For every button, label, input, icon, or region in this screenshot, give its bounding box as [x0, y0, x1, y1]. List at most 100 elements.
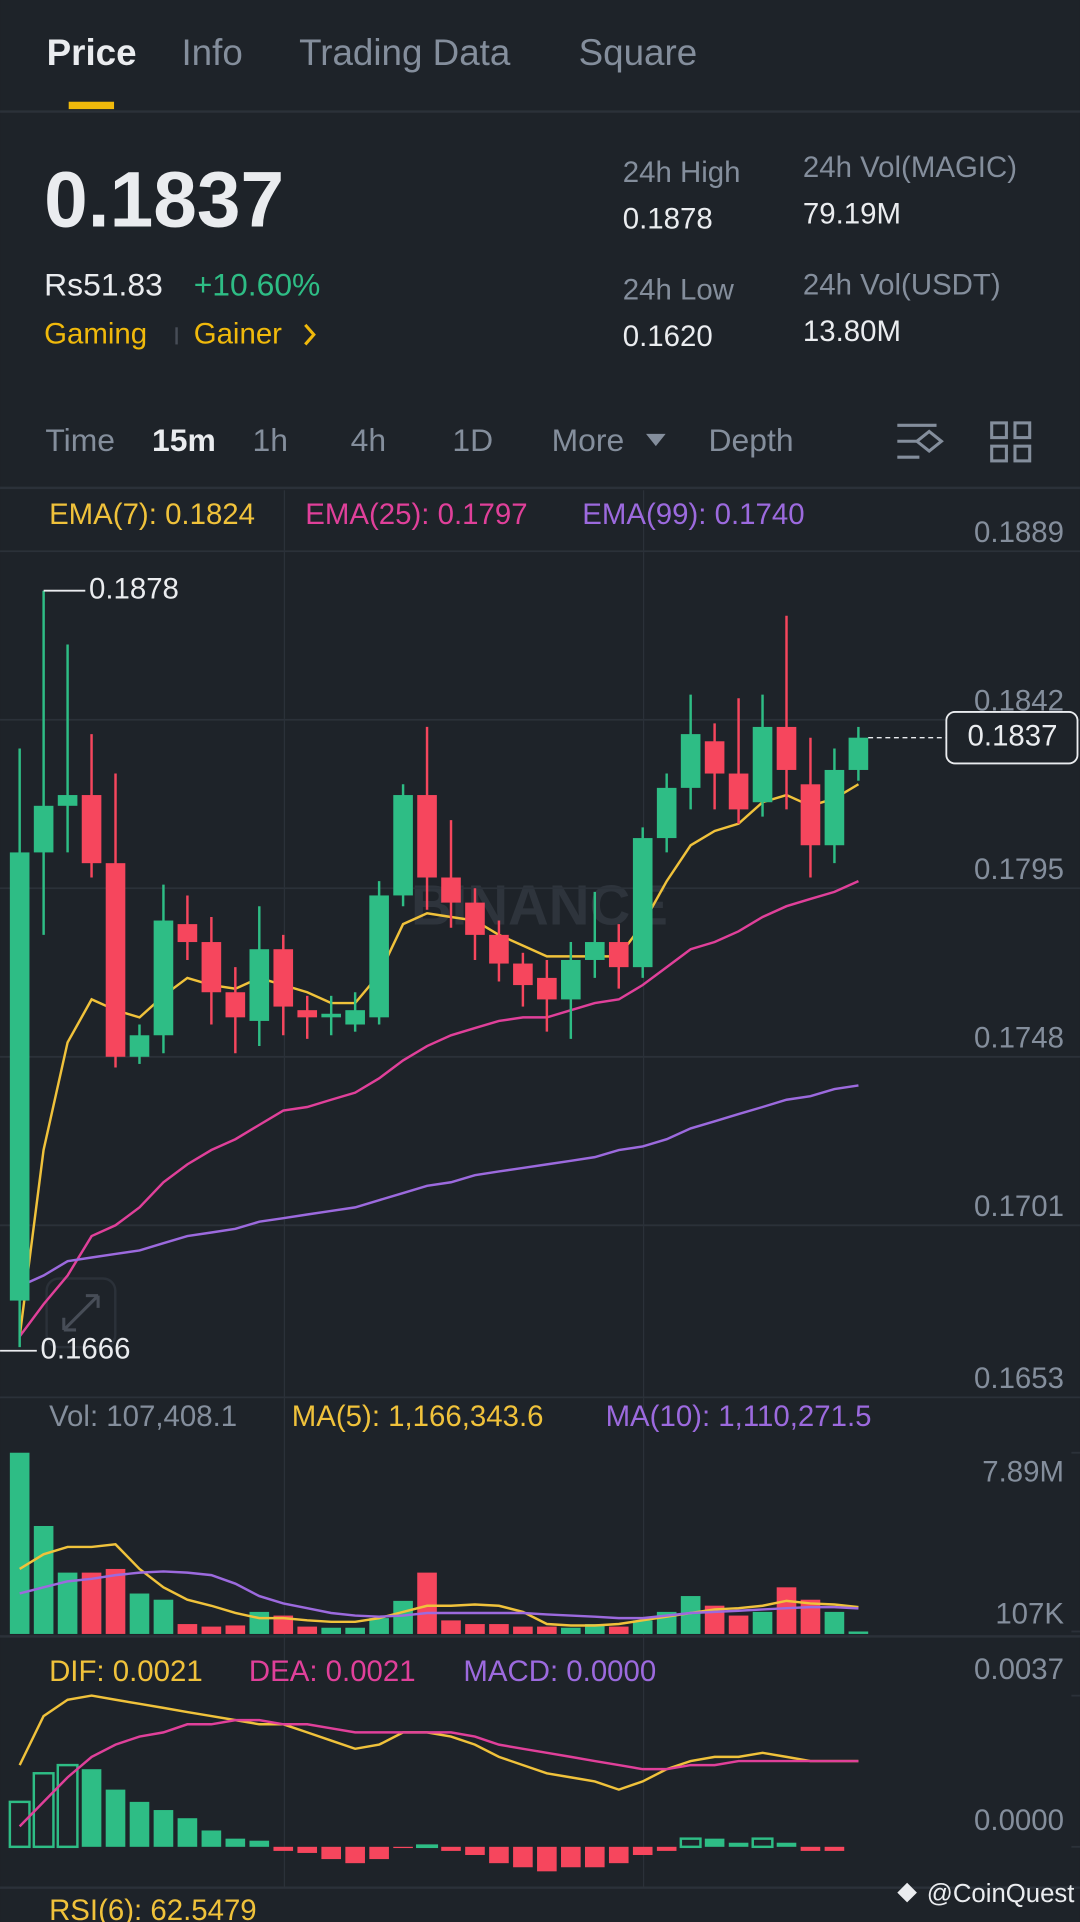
price-change: +10.60%: [194, 266, 321, 302]
volume-bar: [561, 1627, 581, 1634]
icon-square: [1013, 444, 1032, 463]
macd-bar: [153, 1810, 174, 1847]
indicator-label: EMA(99): 0.1740: [582, 498, 804, 531]
macd-bar: [608, 1846, 629, 1864]
macd-bar: [632, 1846, 653, 1855]
macd-bar: [273, 1846, 294, 1851]
tab[interactable]: Info: [181, 32, 242, 73]
macd-bar: [537, 1846, 557, 1872]
chevron-icon: [304, 323, 316, 346]
candle-body: [129, 1035, 150, 1057]
candle-body: [393, 795, 413, 896]
more-button[interactable]: More: [552, 422, 625, 458]
macd-bar: [56, 1763, 79, 1849]
volume-bar: [393, 1600, 413, 1634]
volume-bar: [225, 1625, 246, 1634]
macd-bar: [321, 1846, 341, 1860]
macd-bar: [297, 1846, 318, 1853]
stat-value: 0.1620: [623, 320, 713, 353]
macd-bar: [393, 1846, 413, 1849]
volume-bar: [752, 1611, 773, 1634]
volume-bar: [537, 1626, 557, 1634]
y-tick-label: 107K: [995, 1597, 1064, 1630]
candle-body: [417, 795, 437, 878]
candle-body: [752, 726, 773, 803]
candle-body: [33, 805, 54, 853]
candle-body: [105, 863, 126, 1057]
volume-bar: [369, 1618, 389, 1634]
volume-bar: [201, 1626, 222, 1634]
candle-body: [632, 838, 653, 968]
volume-bar: [297, 1626, 318, 1634]
volume-bar: [728, 1615, 749, 1634]
macd-bar: [81, 1769, 102, 1847]
candle-body: [57, 795, 78, 806]
source-watermark: @CoinQuest: [927, 1880, 1075, 1908]
volume-bar: [105, 1568, 126, 1634]
candle-body: [776, 726, 797, 770]
tab[interactable]: Square: [579, 32, 698, 73]
volume-bar: [321, 1627, 341, 1634]
candle-body: [9, 852, 30, 1301]
candle-body: [177, 924, 198, 943]
depth-button[interactable]: Depth: [709, 422, 794, 458]
icon-square: [990, 444, 1008, 463]
y-tick-label: 0.0000: [974, 1804, 1064, 1837]
last-price-value: 0.1837: [968, 719, 1058, 752]
macd-bar: [416, 1844, 439, 1849]
volume-bar: [81, 1572, 102, 1634]
macd-bar: [751, 1837, 774, 1849]
macd-bar: [656, 1846, 677, 1851]
volume-bar: [513, 1626, 533, 1634]
macd-line: [18, 1718, 859, 1828]
volume-bar: [129, 1593, 150, 1634]
expand-button[interactable]: [45, 1277, 117, 1349]
volume-bar: [249, 1611, 270, 1634]
charts: 0.18890.18420.17950.17480.17010.16530.18…: [0, 498, 1080, 1872]
macd-line: [18, 1694, 859, 1791]
macd-bar: [465, 1846, 485, 1855]
macd-bar: [129, 1801, 150, 1847]
macd-bar: [704, 1838, 725, 1847]
macd-bar: [8, 1800, 31, 1849]
interval-label: Time: [45, 422, 115, 458]
interval[interactable]: 1h: [253, 422, 288, 458]
stat-label: 24h Low: [623, 273, 735, 306]
stat-label: 24h High: [623, 156, 741, 189]
interval[interactable]: 1D: [452, 422, 493, 458]
candle-body: [800, 784, 821, 846]
candle-body: [489, 934, 509, 964]
rsi-label: RSI(6): 62.5479: [49, 1894, 257, 1922]
tag[interactable]: Gaming: [44, 318, 147, 351]
low-label: 0.1666: [41, 1333, 131, 1366]
volume-bar: [345, 1627, 365, 1634]
indicator-label: DEA: 0.0021: [249, 1655, 416, 1688]
settings-icon[interactable]: [897, 423, 944, 459]
y-tick-label: 0.1701: [974, 1190, 1064, 1223]
y-tick-label: 0.1653: [974, 1362, 1064, 1395]
y-tick-label: 0.0037: [974, 1653, 1064, 1686]
interval[interactable]: 4h: [351, 422, 386, 458]
indicator-label: MA(5): 1,166,343.6: [292, 1400, 544, 1433]
tag[interactable]: Gainer: [194, 318, 282, 351]
volume-bar: [177, 1624, 198, 1634]
candle-body: [537, 977, 557, 1000]
macd-bar: [728, 1842, 749, 1847]
macd-bar: [177, 1818, 198, 1847]
interval[interactable]: 15m: [152, 422, 216, 458]
macd-bar: [679, 1837, 702, 1849]
tab[interactable]: Price: [47, 32, 137, 73]
volume-bar: [489, 1624, 509, 1634]
candle-body: [321, 1013, 341, 1018]
stat-value: 0.1878: [623, 202, 713, 235]
layout-icon[interactable]: [990, 421, 1032, 463]
macd-bar: [32, 1772, 55, 1849]
macd-bar: [105, 1789, 126, 1847]
candle-body: [225, 992, 246, 1018]
ema-line: [19, 1084, 859, 1288]
tab[interactable]: Trading Data: [299, 32, 511, 73]
volume-bar: [57, 1572, 78, 1634]
volume-bar: [9, 1452, 30, 1634]
